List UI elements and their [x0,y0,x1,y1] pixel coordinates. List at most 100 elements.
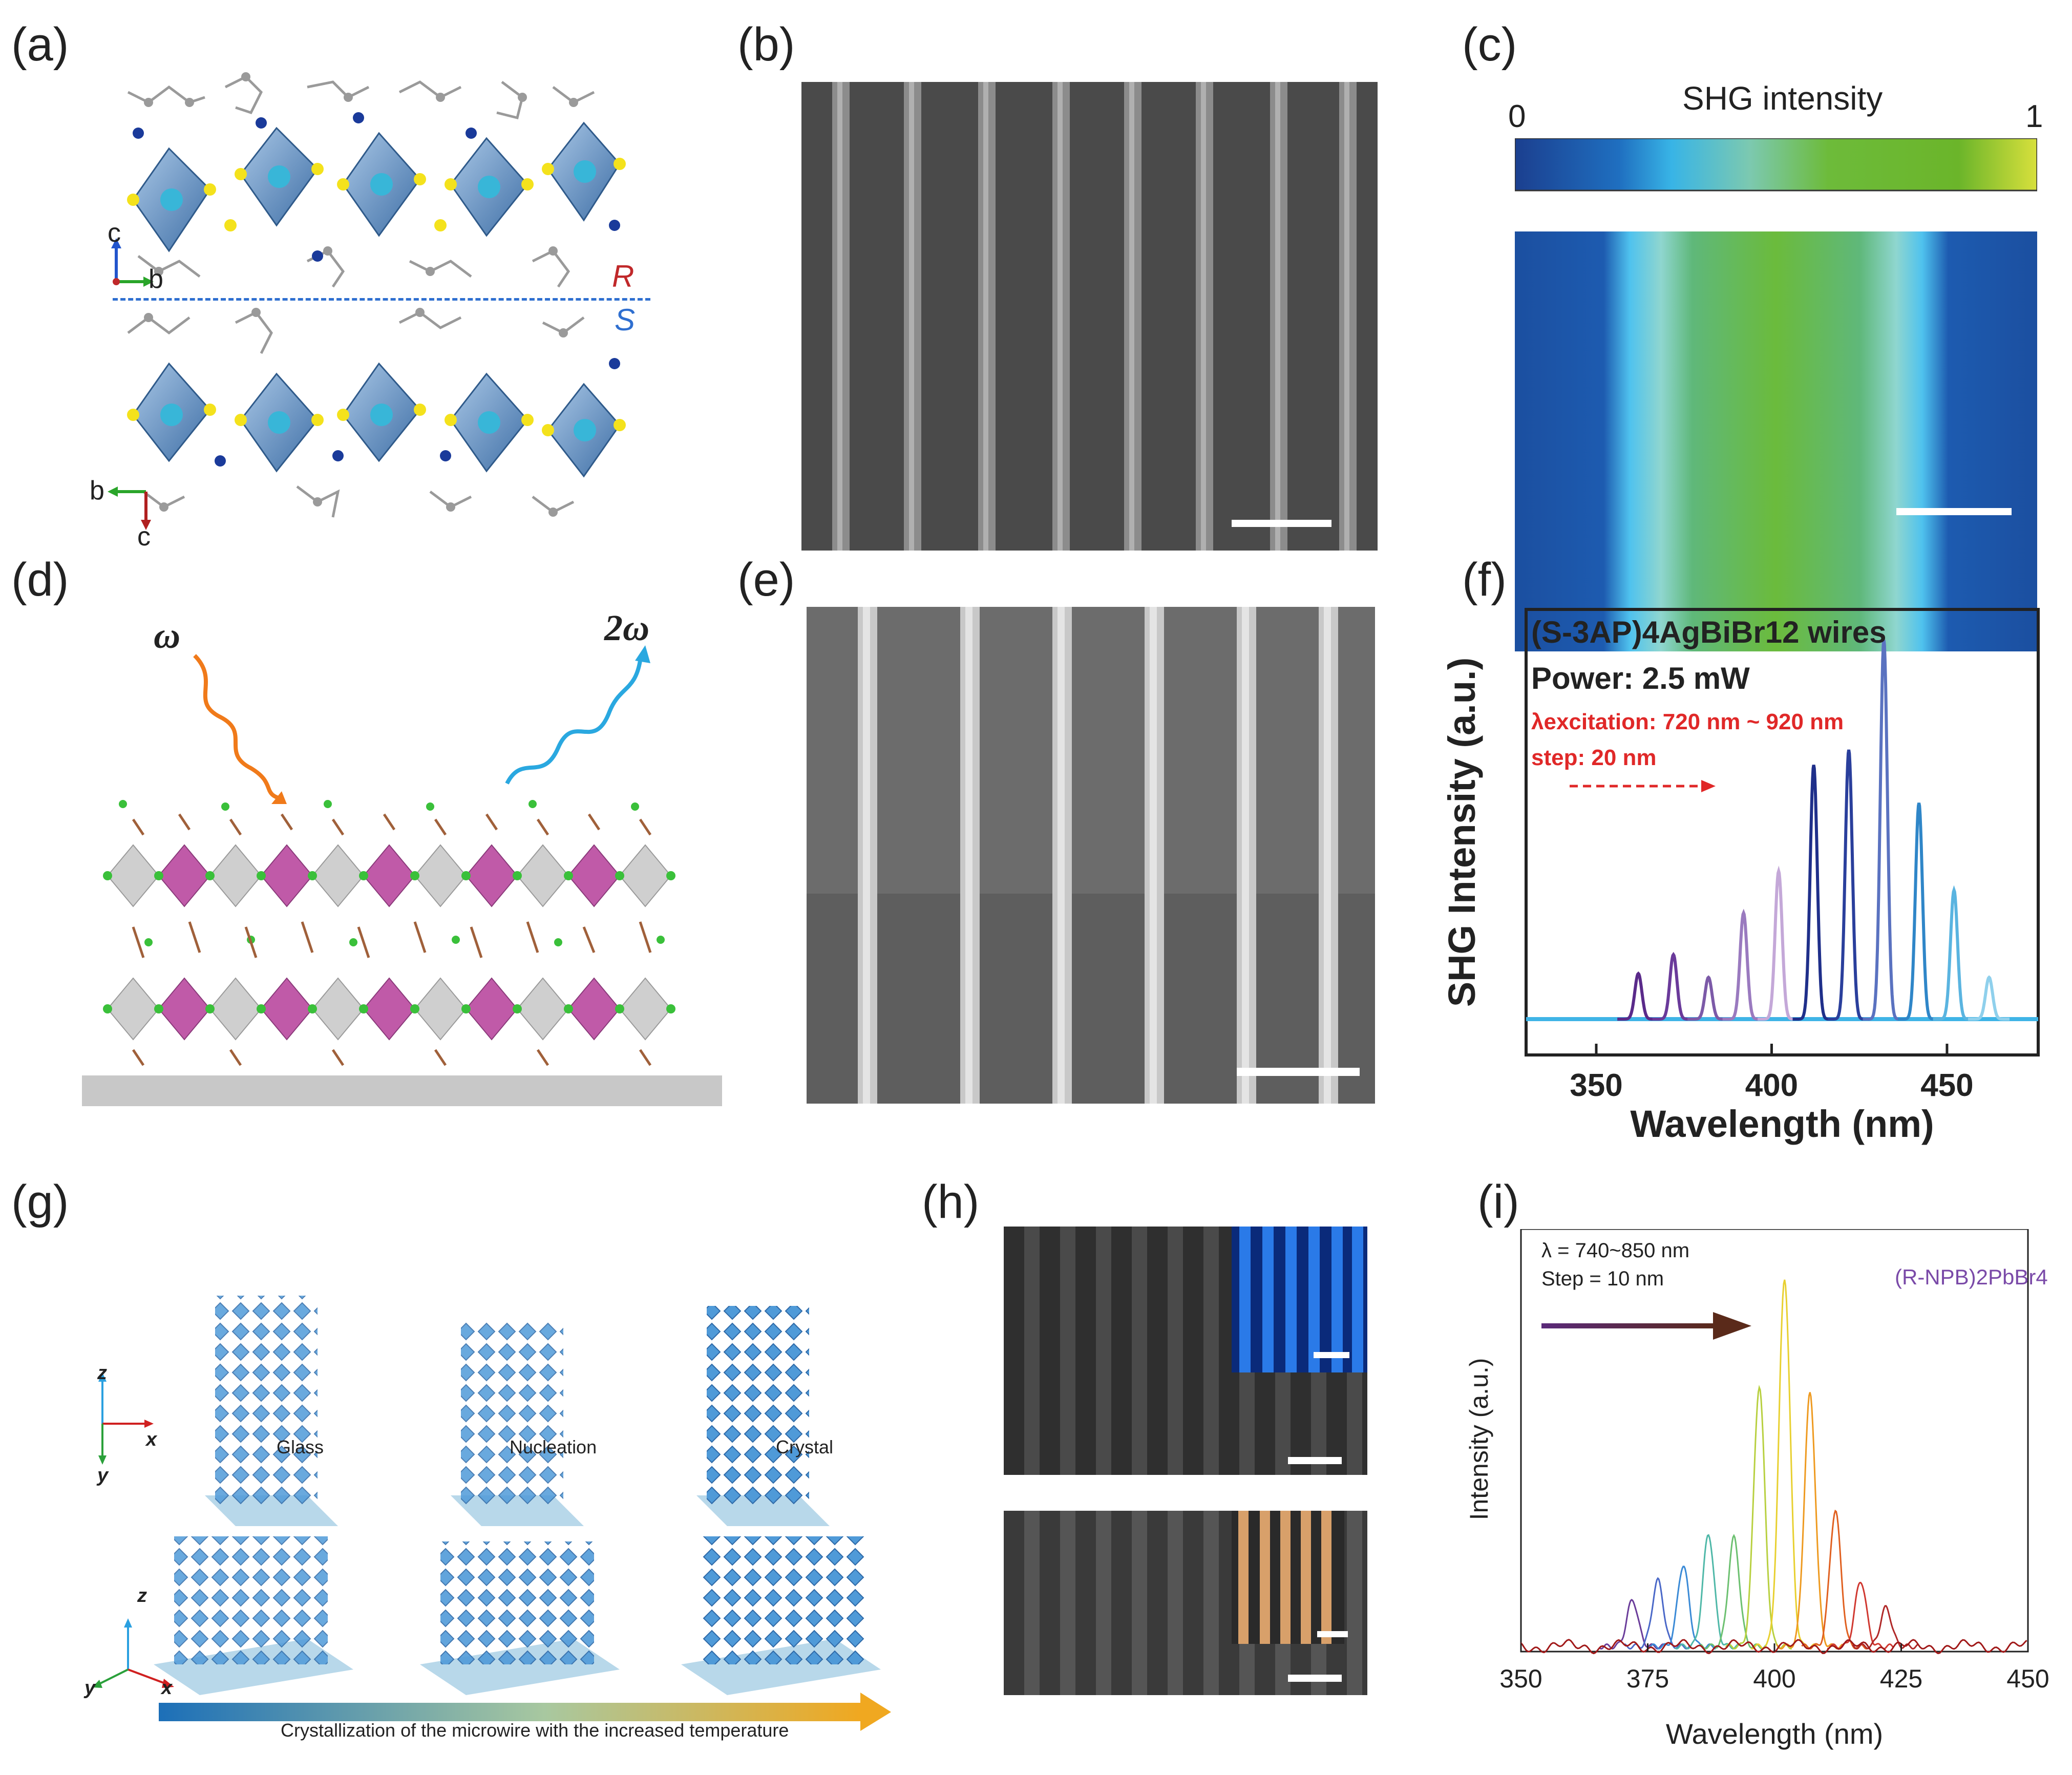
glass-block-tilted [154,1536,353,1695]
f-legend-step: step: 20 nm [1531,745,1657,770]
colorbar-max: 1 [2025,99,2043,134]
x-tick-label-450: 450 [2006,1664,2049,1693]
panel-f-label: (f) [1462,554,1507,606]
axis-c-top: c [108,218,121,248]
crystal-block [696,1306,830,1526]
f-xlabel: Wavelength (nm) [1630,1103,1934,1145]
peak-462nm [1968,975,2010,1021]
panel-i-chart: 350 375 400 425 450 Wavelength (nm) Intensit… [1465,1229,2049,1750]
g-axes-bottom [92,1618,174,1688]
i-compound-label: (R-NPB)2PbBr4 [1895,1265,2048,1289]
axis-c-bottom: c [137,522,151,552]
axis-gizmo-bottom [108,487,151,530]
scale-bar-h-bottom [1288,1675,1342,1682]
x-tick-label-350: 350 [1499,1664,1542,1693]
i-step-arrow [1541,1312,1751,1340]
panel-b-sem-image [801,82,1378,551]
colorbar-min: 0 [1508,99,1526,134]
chirality-separator [113,298,650,301]
peak-362nm [1617,971,1659,1021]
g-axis-y-top: y [97,1465,109,1486]
peak-382nm [1649,1566,1716,1650]
f-step-arrow [1570,780,1716,792]
panel-c-shg-map [1515,138,2037,651]
axis-b-top: b [149,264,163,294]
peak-392nm [1722,908,1764,1021]
i-legend-lambda: λ = 740~850 nm [1541,1239,1690,1262]
omega-label: ω [154,615,181,656]
panel-g-schematic [92,1296,891,1731]
g-axis-x-bottom: x [161,1677,173,1699]
peak-422nm [1828,749,1870,1021]
panel-g-label: (g) [11,1176,69,1228]
h-top-image [1004,1227,1367,1475]
noise-baseline [1520,1639,2027,1655]
f-legend-title: (S-3AP)4AgBiBr12 wires [1531,615,1887,649]
h-inset-blue [1232,1227,1367,1372]
i-xlabel: Wavelength (nm) [1666,1718,1883,1750]
label-S: S [615,303,636,337]
peak-442nm [1898,802,1940,1021]
peak-407nm [1775,1392,1843,1650]
g-axes-top [98,1372,154,1465]
stage-label-crystal: Crystal [776,1436,834,1457]
panel-b-label: (b) [737,18,795,71]
panel-e-label: (e) [737,554,795,606]
panel-h-label: (h) [922,1176,980,1228]
substrate [82,1075,722,1106]
peak-377nm [1624,1577,1691,1650]
panel-d-schematic [82,645,722,1106]
peak-382nm [1687,975,1729,1021]
x-tick-label-400: 400 [1745,1068,1798,1103]
x-tick-label-375: 375 [1626,1664,1669,1693]
peak-412nm [1801,1509,1869,1650]
peak-387nm [1675,1534,1742,1650]
g-axis-z-top: z [97,1362,107,1384]
peak-417nm [1827,1581,1894,1650]
glass-block [205,1296,338,1526]
upper-layer [127,72,626,288]
g-axis-z-bottom: z [137,1585,147,1607]
peak-402nm [1750,1279,1818,1650]
peak-452nm [1933,885,1975,1021]
i-ylabel: Intensity (a.u.) [1465,1358,1493,1520]
x-tick-label-400: 400 [1753,1664,1795,1693]
scale-bar-e [1237,1068,1360,1076]
lower-layer [127,308,626,518]
plot-frame-f [1525,608,2040,1056]
nucleation-block [451,1321,584,1526]
panel-a-label: (a) [11,18,69,71]
nucleation-block-tilted [420,1541,620,1695]
peak-412nm [1792,765,1834,1021]
panel-c-label: (c) [1462,18,1517,71]
peak-392nm [1700,1534,1767,1650]
shg-colorbar [1515,138,2037,192]
stage-label-nucleation: Nucleation [510,1436,597,1457]
axis-gizmo-top [111,238,154,287]
g-axis-y-bottom: y [84,1677,96,1699]
scale-bar-b [1232,520,1331,527]
panel-h-images [1004,1227,1367,1695]
panel-d-label: (d) [11,554,69,606]
peak-397nm [1725,1385,1792,1650]
panel-a-crystal-structure [127,72,626,518]
perovskite-lattice [103,800,675,1087]
panel-i-label: (i) [1477,1176,1519,1228]
crystallization-caption: Crystallization of the microwire with th… [281,1720,789,1741]
g-axis-x-top: x [146,1429,157,1450]
peak-402nm [1758,865,1800,1021]
label-R: R [612,259,635,293]
x-tick-label-425: 425 [1880,1664,1922,1693]
i-legend-step: Step = 10 nm [1541,1267,1664,1290]
peak-432nm [1863,639,1905,1021]
panel-f-chart: 350 400 450 Wavelength (nm) SHG Intensity … [1444,608,2040,1145]
scale-bar-c [1896,508,2012,515]
f-legend-power: Power: 2.5 mW [1531,661,1750,695]
panel-e-sem-image [807,607,1375,1104]
scale-bar-h-top [1288,1457,1342,1464]
peak-372nm [1652,952,1694,1021]
f-legend-excitation: λexcitation: 720 nm ~ 920 nm [1531,709,1844,734]
temperature-arrow [159,1703,860,1721]
two-omega-label: 2ω [604,607,650,648]
h-bottom-image [1004,1511,1367,1695]
